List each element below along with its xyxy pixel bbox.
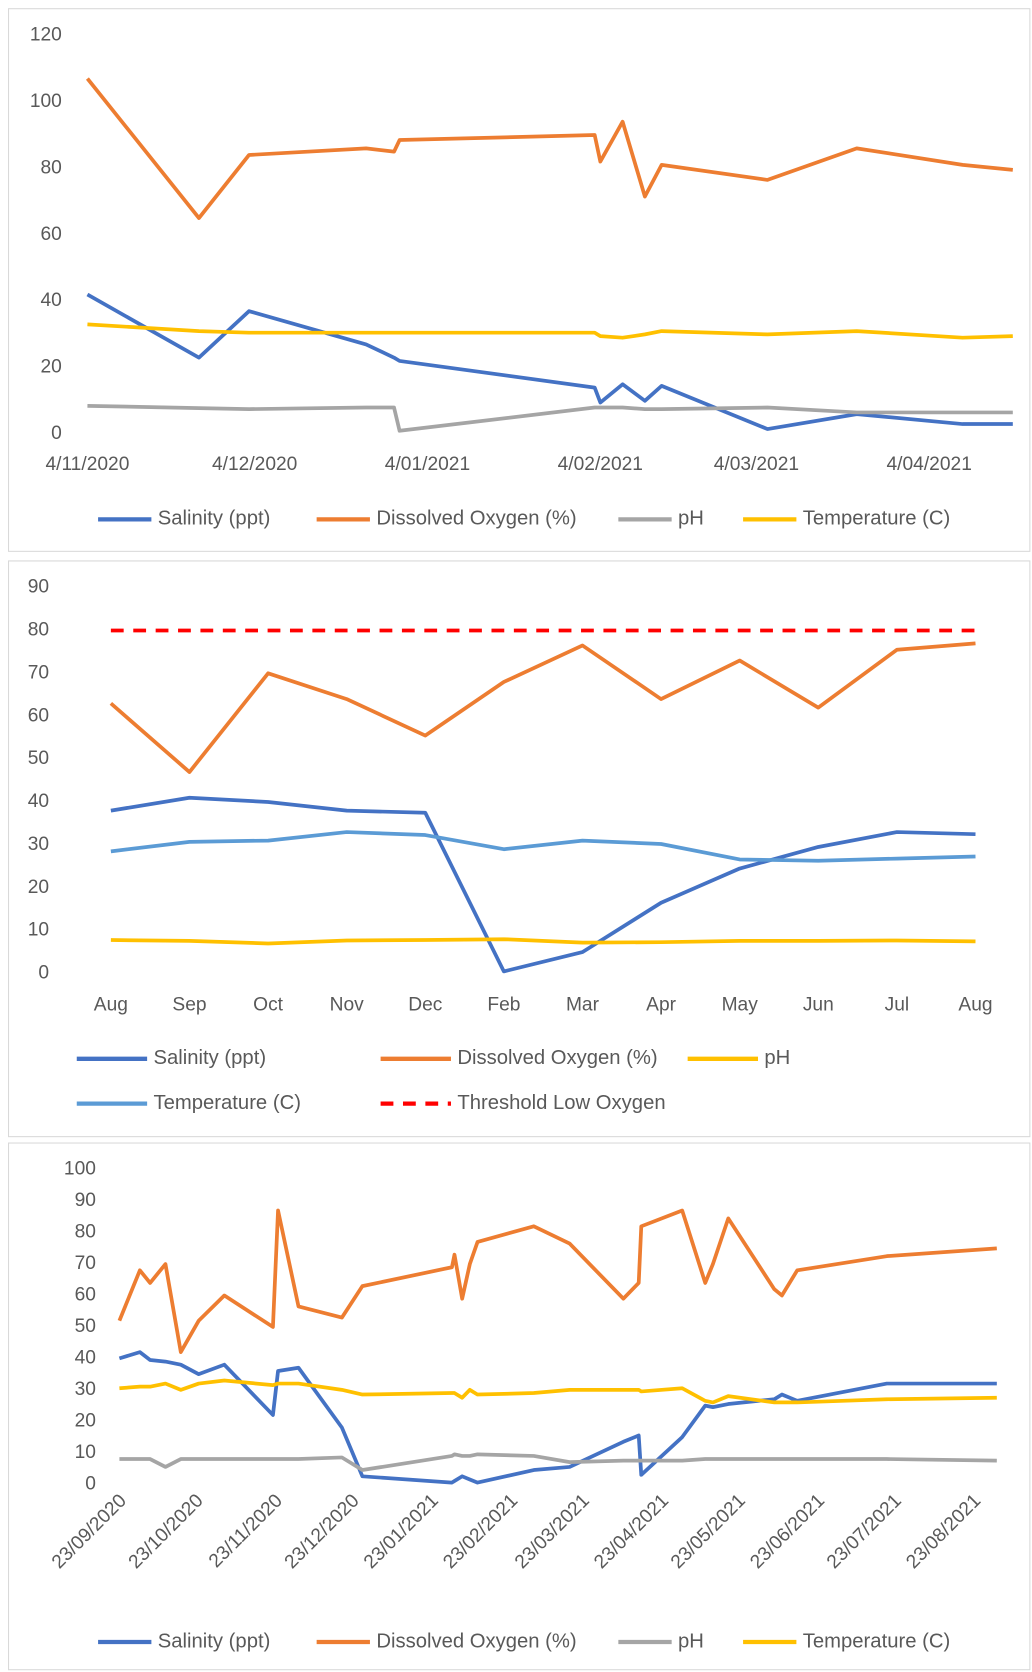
y-tick-label: 10	[75, 1442, 96, 1463]
x-tick-label: Apr	[646, 995, 676, 1016]
panel	[7, 1142, 1031, 1671]
y-tick-label: 0	[85, 1473, 96, 1494]
legend-label: Salinity (ppt)	[154, 1047, 267, 1069]
series-line	[87, 403, 1013, 433]
x-tick-label: 23/08/2021	[902, 1490, 985, 1573]
y-tick-label: 90	[28, 577, 49, 598]
series-line	[85, 77, 1013, 220]
x-tick-label: Mar	[566, 995, 600, 1016]
panel	[7, 8, 1031, 552]
x-tick-label: 23/02/2021	[439, 1490, 522, 1573]
series-line	[109, 641, 976, 774]
y-tick-label: 120	[30, 24, 62, 45]
x-tick-label: 4/01/2021	[385, 454, 470, 475]
legend-label: Dissolved Oxygen (%)	[457, 1047, 657, 1069]
y-tick-label: 40	[75, 1347, 96, 1368]
x-tick-label: Feb	[487, 995, 520, 1016]
x-tick-label: 4/03/2021	[714, 454, 799, 475]
legend-label: Dissolved Oxygen (%)	[376, 1630, 576, 1652]
y-tick-label: 80	[40, 157, 61, 178]
y-tick-label: 30	[75, 1379, 96, 1400]
x-tick-label: 23/10/2020	[125, 1490, 208, 1573]
series-line	[117, 1208, 997, 1354]
x-tick-label: 23/12/2020	[281, 1490, 364, 1573]
y-tick-label: 50	[75, 1316, 96, 1337]
y-tick-label: 80	[28, 620, 49, 641]
series-line	[119, 1378, 997, 1405]
x-tick-label: Dec	[408, 995, 443, 1016]
x-tick-label: 4/12/2020	[212, 454, 297, 475]
y-tick-label: 40	[40, 290, 61, 311]
y-tick-label: 40	[28, 791, 49, 812]
x-tick-label: Nov	[330, 995, 365, 1016]
y-tick-label: 20	[75, 1410, 96, 1431]
x-tick-label: Oct	[253, 995, 284, 1016]
x-tick-label: Jul	[885, 995, 910, 1016]
x-tick-label: Jun	[803, 995, 834, 1016]
y-tick-label: 60	[28, 705, 49, 726]
x-tick-label: 23/03/2021	[511, 1490, 594, 1573]
legend-label: Threshold Low Oxygen	[457, 1092, 665, 1114]
y-tick-label: 50	[28, 748, 49, 769]
y-tick-label: 70	[28, 662, 49, 683]
x-tick-label: 23/07/2021	[823, 1490, 906, 1573]
y-tick-label: 100	[30, 91, 62, 112]
legend-label: Temperature (C)	[803, 1630, 950, 1652]
y-tick-label: 20	[40, 357, 61, 378]
legend-label: pH	[678, 1630, 704, 1652]
legend-label: Dissolved Oxygen (%)	[376, 508, 576, 530]
y-tick-label: 90	[75, 1190, 96, 1211]
x-tick-label: 4/04/2021	[887, 454, 972, 475]
y-tick-label: 30	[28, 834, 49, 855]
panel	[7, 560, 1031, 1138]
series-line	[110, 830, 976, 863]
y-tick-label: 0	[51, 423, 62, 444]
x-tick-label: Aug	[94, 995, 128, 1016]
x-tick-label: 23/05/2021	[667, 1490, 750, 1573]
x-tick-label: 4/11/2020	[45, 454, 129, 475]
x-tick-label: 23/09/2020	[48, 1490, 131, 1573]
y-tick-label: 70	[75, 1253, 96, 1274]
series-line	[86, 292, 1013, 431]
legend-label: pH	[764, 1047, 790, 1069]
legend-label: Temperature (C)	[154, 1092, 301, 1114]
y-tick-label: 60	[40, 224, 61, 245]
series-line	[87, 322, 1013, 340]
y-tick-label: 20	[28, 877, 49, 898]
legend-label: pH	[678, 508, 704, 530]
x-tick-label: May	[722, 995, 759, 1016]
y-tick-label: 100	[64, 1159, 96, 1180]
legend-label: Salinity (ppt)	[158, 508, 271, 530]
x-tick-label: 23/01/2021	[360, 1490, 443, 1573]
y-tick-label: 0	[38, 963, 49, 984]
legend-label: Salinity (ppt)	[158, 1630, 271, 1652]
series-line	[110, 795, 976, 974]
x-tick-label: 23/04/2021	[590, 1490, 673, 1573]
x-tick-label: Sep	[172, 995, 206, 1016]
x-tick-label: 23/06/2021	[746, 1490, 829, 1573]
y-tick-label: 60	[75, 1285, 96, 1306]
series-line	[119, 1452, 997, 1472]
x-tick-label: 23/11/2020	[205, 1490, 287, 1572]
x-tick-label: 4/02/2021	[558, 454, 643, 475]
series-line	[118, 1350, 997, 1485]
y-tick-label: 10	[28, 920, 49, 941]
series-line	[110, 937, 976, 946]
y-tick-label: 80	[75, 1222, 96, 1243]
legend-label: Temperature (C)	[803, 508, 950, 530]
x-tick-label: Aug	[958, 995, 992, 1016]
